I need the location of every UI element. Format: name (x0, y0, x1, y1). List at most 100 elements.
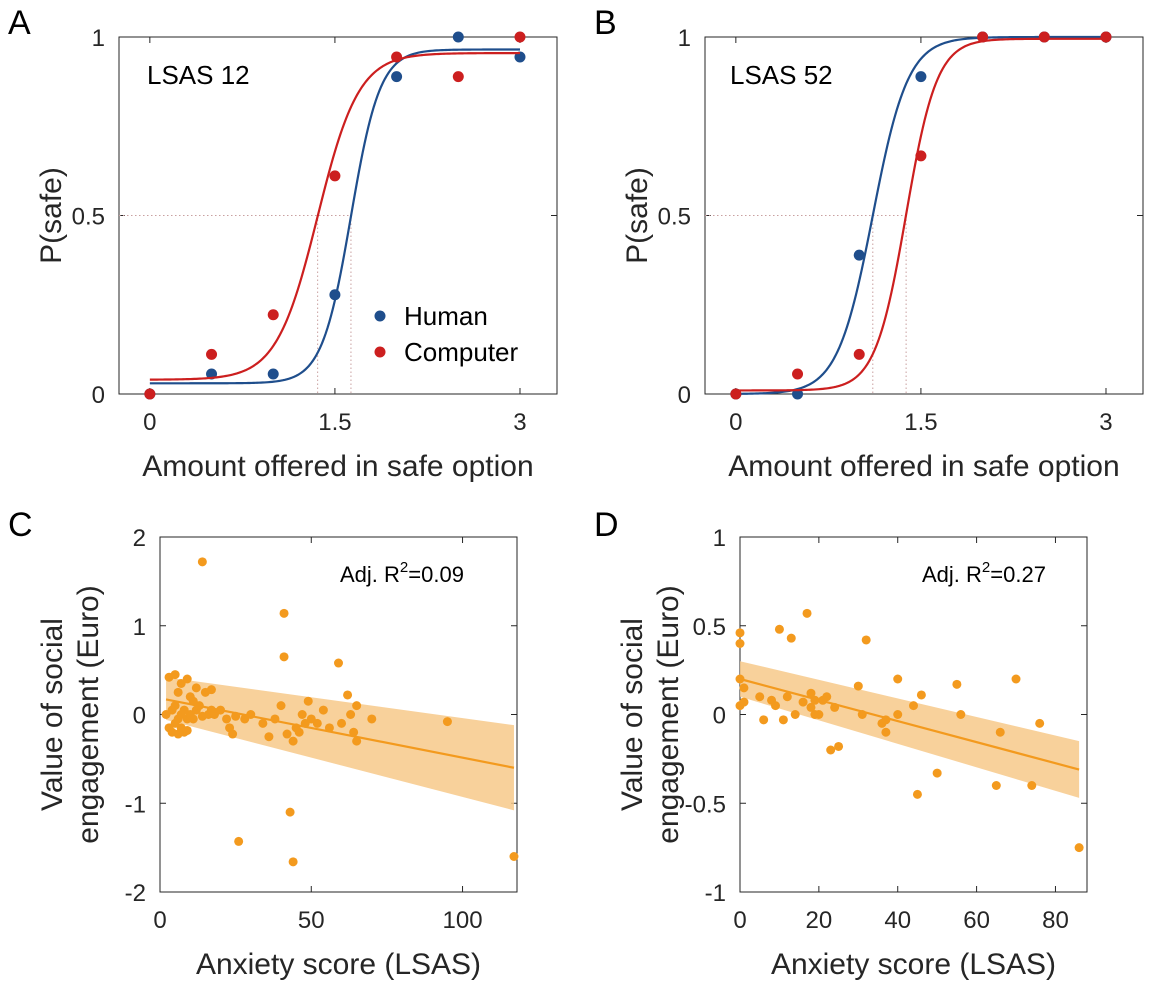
data-point (822, 692, 832, 702)
x-tick-label: 1.5 (318, 409, 351, 436)
data-point-computer (391, 51, 403, 63)
fit-curve-computer (735, 37, 1106, 392)
y-tick-label: -0.5 (685, 791, 726, 818)
x-axis-label: Amount offered in safe option (728, 450, 1119, 483)
data-point (303, 696, 313, 706)
panel-letter: C (8, 506, 33, 544)
legend-label-human: Human (404, 301, 488, 331)
x-tick-label: 50 (298, 907, 325, 934)
lsas-label: LSAS 12 (147, 60, 250, 90)
data-point (349, 727, 359, 737)
adj-r2-annotation: Adj. R2=0.27 (922, 559, 1046, 587)
fit-curve-human (735, 35, 1106, 395)
panel-a: 0 1.5 3 0 0.5 1 Amount offered in safe option P… (8, 4, 558, 483)
data-point (881, 727, 891, 737)
data-point (770, 701, 780, 711)
data-point (916, 690, 926, 700)
y-tick-label: 1 (713, 525, 726, 552)
data-point (282, 729, 292, 739)
data-point-computer (452, 71, 464, 83)
data-point (739, 697, 749, 707)
data-point (735, 628, 745, 638)
data-point-human (915, 71, 927, 83)
data-point (830, 702, 840, 712)
data-point-computer (915, 150, 927, 162)
y-tick-label: 1 (133, 614, 146, 641)
x-tick-label: 80 (1042, 907, 1069, 934)
data-point-computer (329, 170, 341, 182)
panel-c: 0 50 100 -2 -1 0 1 2 Anxiety score (LSAS) Value o… (8, 506, 519, 981)
x-tick-label: 0 (153, 907, 166, 934)
data-point-computer (514, 31, 526, 43)
data-point (188, 714, 198, 724)
data-point-computer (206, 348, 218, 360)
data-point (337, 718, 347, 728)
data-point (853, 681, 863, 691)
data-point (442, 717, 452, 727)
data-point (297, 710, 307, 719)
y-tick-label: 0 (678, 382, 691, 409)
adj-r2-value: =0.27 (990, 562, 1046, 587)
data-point (170, 670, 180, 680)
data-point (802, 608, 812, 618)
lsas-label: LSAS 52 (730, 60, 833, 90)
x-tick-label: 3 (1099, 409, 1112, 436)
data-point (778, 715, 788, 725)
data-point (932, 768, 942, 778)
data-point (264, 732, 274, 742)
data-point (197, 557, 207, 567)
axes-box (704, 36, 1144, 395)
y-axis-label-line: Value of social (36, 618, 69, 811)
y-axis-label-line: engagement (Euro) (72, 585, 105, 844)
x-tick-label: 0 (733, 907, 746, 934)
y-axis-label-line: engagement (Euro) (652, 585, 685, 844)
x-tick-label: 20 (806, 907, 833, 934)
data-point (270, 714, 280, 724)
data-point (995, 727, 1005, 737)
data-point (173, 687, 183, 697)
data-point (1027, 781, 1037, 790)
data-point (893, 674, 903, 684)
panel-b: 0 1.5 3 0 0.5 1 Amount offered in safe option P… (594, 4, 1144, 483)
data-point-human (267, 368, 279, 380)
data-point (798, 697, 808, 707)
data-point-human (391, 71, 403, 83)
x-tick-label: 60 (963, 907, 990, 934)
data-point (912, 789, 922, 799)
y-axis-label: P(safe) (621, 167, 654, 264)
panel-letter: B (594, 4, 617, 42)
y-tick-label: 0 (92, 382, 105, 409)
x-axis-label: Amount offered in safe option (142, 450, 533, 483)
data-point (294, 727, 304, 737)
data-point-human (853, 249, 865, 261)
data-point-computer (1038, 31, 1050, 43)
data-point (367, 714, 377, 724)
panel-letter: D (594, 506, 619, 544)
data-point (352, 736, 362, 746)
y-tick-label: -2 (125, 880, 146, 907)
data-point-computer (267, 309, 279, 321)
fit-curve-computer (149, 51, 520, 381)
data-point (881, 715, 891, 725)
data-point (182, 725, 192, 735)
data-point (194, 701, 204, 711)
data-point (334, 658, 343, 668)
data-point-human (452, 31, 464, 43)
data-point (352, 701, 362, 711)
x-tick-label: 0 (729, 409, 742, 436)
data-point-computer (853, 348, 865, 360)
data-point (956, 710, 966, 719)
y-tick-label: -1 (705, 880, 726, 907)
x-tick-label: 40 (884, 907, 911, 934)
data-point (343, 690, 353, 700)
y-tick-label: 2 (133, 525, 146, 552)
x-axis-label: Anxiety score (LSAS) (771, 948, 1056, 981)
data-point (739, 683, 749, 693)
data-point (258, 718, 268, 728)
data-point (288, 857, 298, 867)
y-axis-label: P(safe) (35, 167, 68, 264)
data-point (826, 745, 836, 755)
data-point (806, 688, 816, 698)
x-tick-label: 0 (143, 409, 156, 436)
adj-r2-superscript: 2 (982, 559, 990, 576)
